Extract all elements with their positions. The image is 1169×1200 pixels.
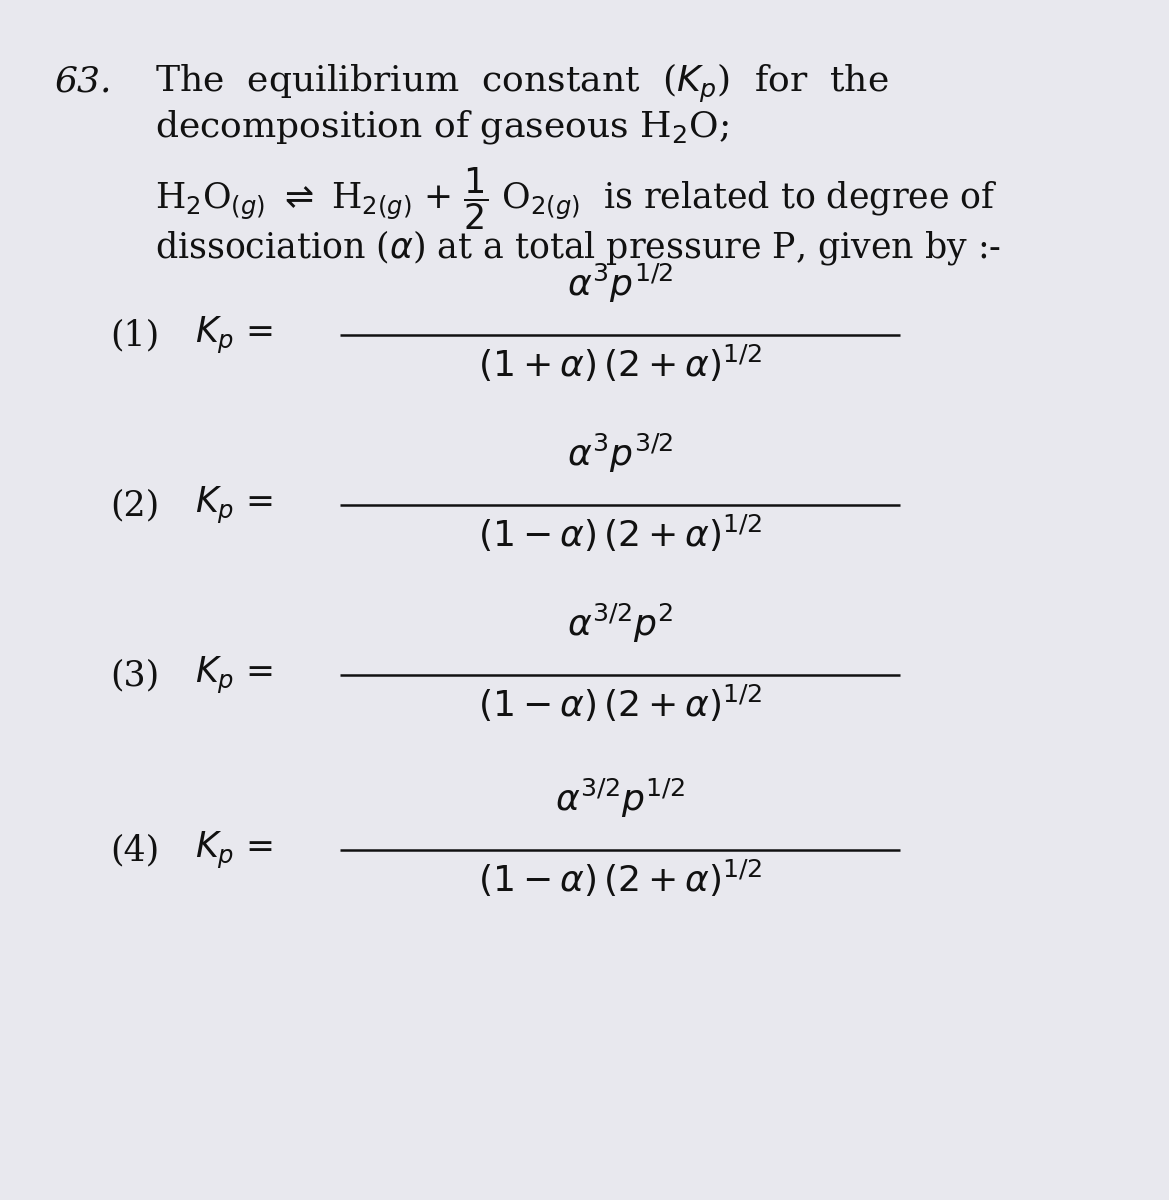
Text: $\alpha^3 p^{3/2}$: $\alpha^3 p^{3/2}$ — [567, 432, 673, 475]
Text: $K_p$ =: $K_p$ = — [195, 485, 272, 526]
Text: $K_p$ =: $K_p$ = — [195, 654, 272, 696]
Text: (2): (2) — [110, 488, 159, 522]
Text: dissociation ($\alpha$) at a total pressure P, given by :-: dissociation ($\alpha$) at a total press… — [155, 228, 1001, 266]
Text: $(1 + \alpha)\,(2 + \alpha)^{1/2}$: $(1 + \alpha)\,(2 + \alpha)^{1/2}$ — [478, 343, 762, 384]
Text: $K_p$ =: $K_p$ = — [195, 314, 272, 355]
Text: (1): (1) — [110, 318, 159, 352]
Text: $(1 - \alpha)\,(2 + \alpha)^{1/2}$: $(1 - \alpha)\,(2 + \alpha)^{1/2}$ — [478, 683, 762, 724]
Text: H$_2$O$_{(g)}$ $\rightleftharpoons$ H$_{2(g)}$ + $\dfrac{1}{2}$ O$_{2(g)}$  is r: H$_2$O$_{(g)}$ $\rightleftharpoons$ H$_{… — [155, 164, 997, 232]
Text: decomposition of gaseous H$_2$O;: decomposition of gaseous H$_2$O; — [155, 108, 728, 146]
Text: $\alpha^{3/2} p^{1/2}$: $\alpha^{3/2} p^{1/2}$ — [555, 776, 685, 820]
Text: $K_p$ =: $K_p$ = — [195, 829, 272, 870]
Text: The  equilibrium  constant  ($\mathit{K_p}$)  for  the: The equilibrium constant ($\mathit{K_p}$… — [155, 62, 888, 106]
Text: $(1 - \alpha)\,(2 + \alpha)^{1/2}$: $(1 - \alpha)\,(2 + \alpha)^{1/2}$ — [478, 514, 762, 554]
Text: $(1 - \alpha)\,(2 + \alpha)^{1/2}$: $(1 - \alpha)\,(2 + \alpha)^{1/2}$ — [478, 858, 762, 899]
Text: (3): (3) — [110, 658, 159, 692]
Text: $\alpha^{3/2} p^2$: $\alpha^{3/2} p^2$ — [567, 601, 673, 646]
Text: 63.: 63. — [55, 65, 112, 98]
Text: $\alpha^3 p^{1/2}$: $\alpha^3 p^{1/2}$ — [567, 262, 673, 305]
Text: (4): (4) — [110, 833, 159, 866]
